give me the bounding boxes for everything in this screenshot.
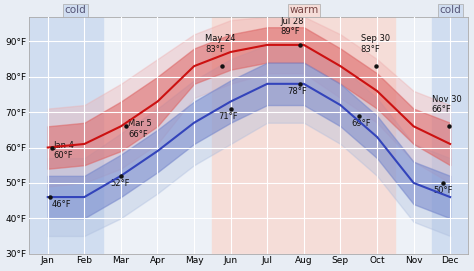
Text: Sep 30
83°F: Sep 30 83°F: [361, 34, 390, 54]
Bar: [432, 17, 468, 254]
Text: 50°F: 50°F: [434, 186, 453, 195]
Text: 46°F: 46°F: [51, 201, 71, 209]
Text: Jul 28
89°F: Jul 28 89°F: [280, 17, 303, 36]
Text: warm: warm: [289, 5, 319, 15]
Text: cold: cold: [64, 5, 86, 15]
Text: 71°F: 71°F: [218, 112, 237, 121]
Text: cold: cold: [439, 5, 461, 15]
Bar: [212, 17, 395, 254]
Text: 52°F: 52°F: [110, 179, 129, 188]
Bar: [29, 17, 103, 254]
Text: Mar 5
66°F: Mar 5 66°F: [128, 119, 152, 139]
Text: 78°F: 78°F: [287, 87, 307, 96]
Text: 69°F: 69°F: [351, 119, 371, 128]
Text: May 24
83°F: May 24 83°F: [205, 34, 236, 54]
Text: Jan 4
60°F: Jan 4 60°F: [53, 140, 74, 160]
Text: Nov 30
66°F: Nov 30 66°F: [432, 95, 462, 114]
